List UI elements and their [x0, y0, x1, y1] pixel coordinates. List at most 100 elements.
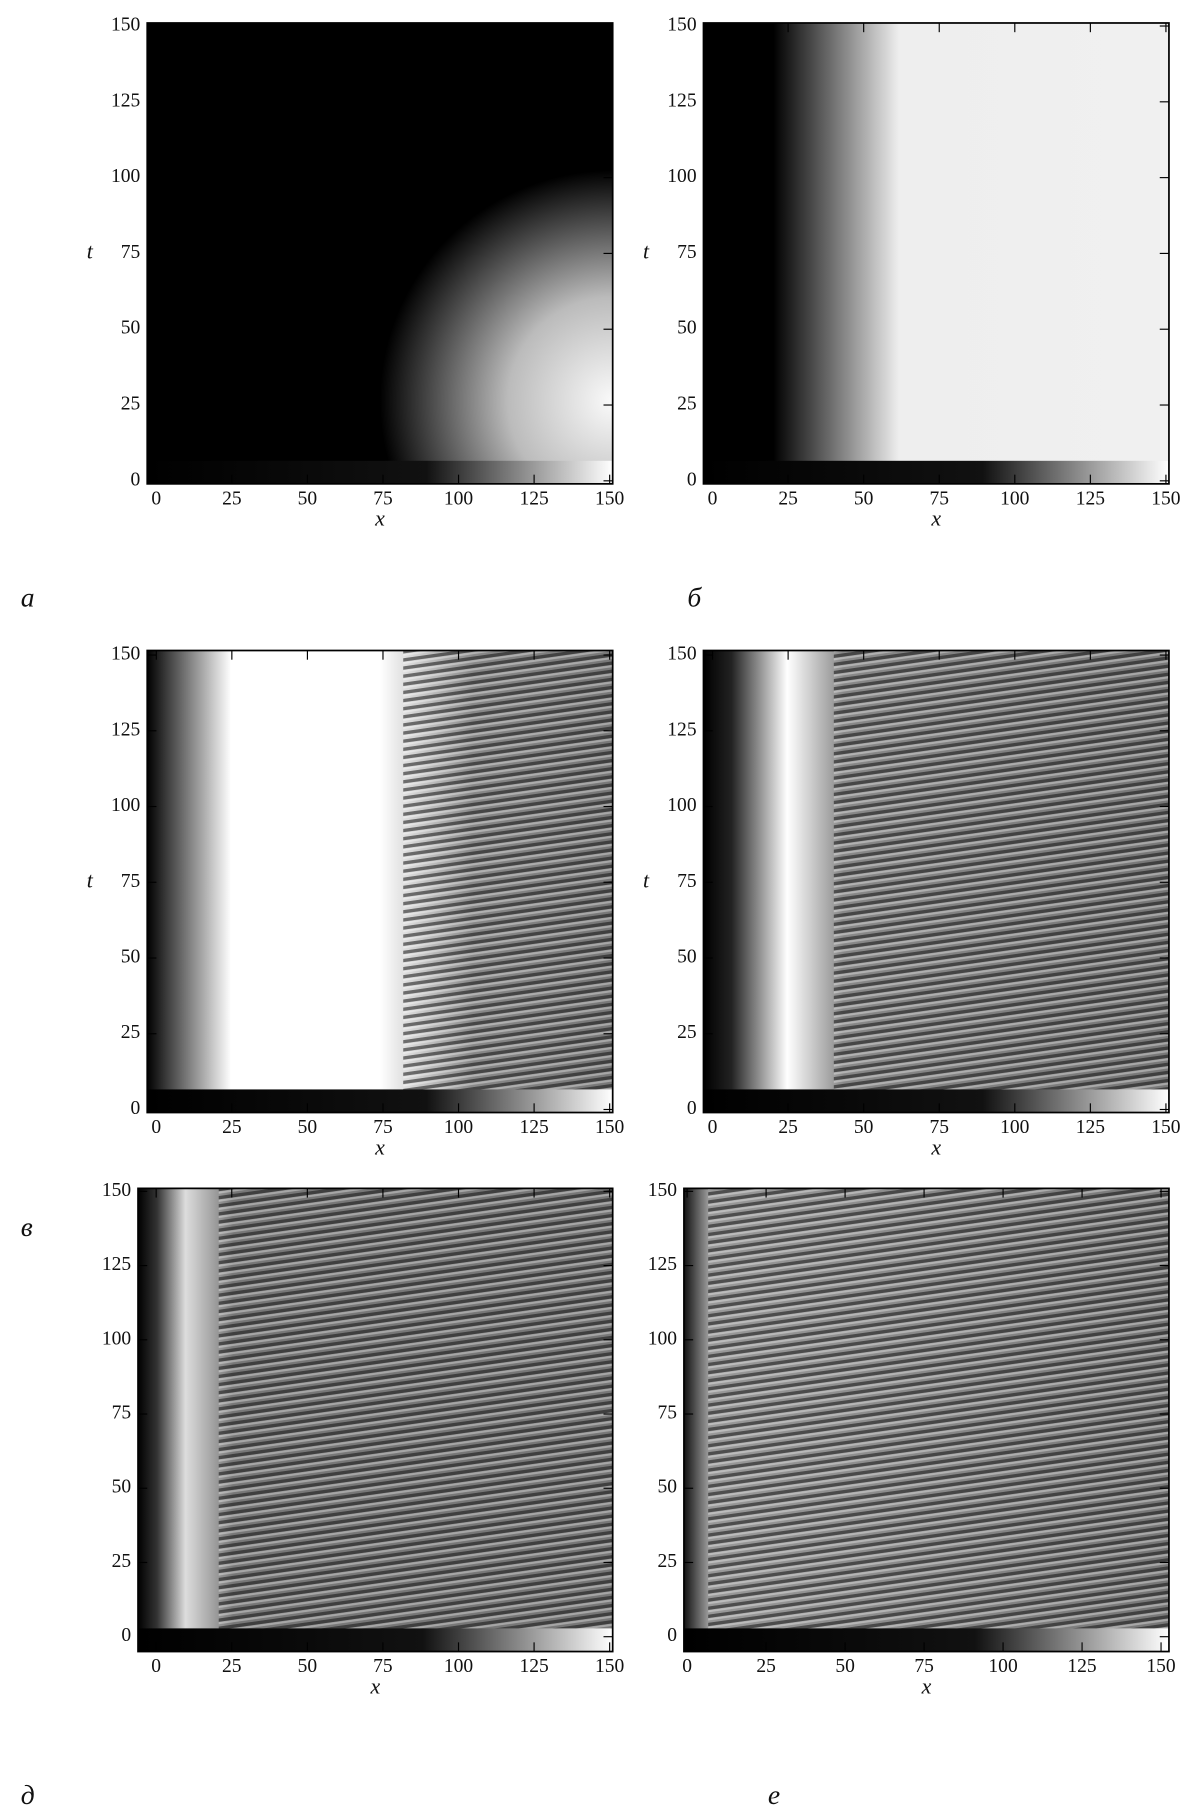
- y-tick-label: 100: [111, 166, 141, 187]
- y-axis-label: t: [87, 239, 94, 263]
- x-tick-label: 0: [708, 1117, 718, 1138]
- x-tick-label: 150: [595, 488, 625, 509]
- y-tick-label: 0: [687, 469, 697, 490]
- y-tick-label: 75: [658, 1403, 678, 1424]
- y-tick-label: 100: [667, 795, 697, 816]
- y-tick-label: 125: [667, 90, 696, 111]
- x-tick-label: 125: [519, 1117, 548, 1138]
- x-tick-label: 25: [222, 1656, 242, 1677]
- y-axis-label: t: [643, 868, 650, 892]
- panel-label: б: [687, 581, 702, 612]
- initial-layer: [147, 1089, 613, 1113]
- x-tick-label: 0: [151, 488, 161, 509]
- x-tick-label: 150: [595, 1656, 625, 1677]
- y-tick-label: 25: [677, 394, 697, 415]
- x-tick-label: 75: [929, 1117, 949, 1138]
- x-tick-label: 0: [151, 1656, 161, 1677]
- x-tick-label: 150: [1151, 1117, 1181, 1138]
- wave-texture: [833, 650, 1169, 1113]
- x-tick-label: 75: [373, 488, 393, 509]
- x-tick-label: 75: [373, 1656, 393, 1677]
- y-tick-label: 50: [677, 946, 697, 967]
- x-tick-label: 125: [1067, 1656, 1096, 1677]
- y-tick-label: 75: [121, 871, 141, 892]
- y-tick-label: 50: [658, 1477, 678, 1498]
- x-tick-label: 100: [444, 1117, 474, 1138]
- y-tick-label: 125: [648, 1254, 677, 1275]
- panel-label: д: [21, 1779, 35, 1809]
- x-tick-label: 25: [756, 1656, 776, 1677]
- x-tick-label: 50: [854, 488, 874, 509]
- density-image: [703, 22, 1169, 484]
- x-tick-label: 100: [1000, 1117, 1030, 1138]
- y-tick-label: 150: [111, 644, 141, 665]
- y-tick-label: 0: [121, 1625, 131, 1646]
- plot-frame: [146, 649, 614, 1114]
- x-tick-label: 0: [708, 488, 718, 509]
- x-tick-label: 125: [1076, 1117, 1105, 1138]
- y-tick-label: 150: [111, 15, 141, 36]
- y-tick-label: 125: [102, 1254, 131, 1275]
- x-tick-label: 50: [835, 1656, 855, 1677]
- initial-layer: [147, 460, 613, 484]
- x-axis-label: x: [930, 1135, 941, 1159]
- x-tick-label: 100: [444, 1656, 474, 1677]
- x-tick-label: 50: [298, 1656, 318, 1677]
- y-tick-label: 150: [667, 15, 697, 36]
- x-tick-label: 125: [519, 1656, 548, 1677]
- y-tick-label: 0: [131, 1098, 141, 1119]
- y-tick-label: 100: [111, 795, 141, 816]
- x-tick-label: 150: [1151, 488, 1181, 509]
- x-tick-label: 50: [298, 1117, 318, 1138]
- y-tick-label: 75: [121, 242, 141, 263]
- y-tick-label: 125: [111, 719, 140, 740]
- panel-label: е: [768, 1779, 780, 1809]
- initial-layer: [703, 1089, 1169, 1113]
- x-tick-label: 0: [682, 1656, 692, 1677]
- y-tick-label: 75: [112, 1403, 132, 1424]
- x-tick-label: 25: [222, 1117, 242, 1138]
- plot-frame: [702, 649, 1170, 1114]
- y-tick-label: 50: [112, 1477, 132, 1498]
- y-tick-label: 25: [112, 1551, 132, 1572]
- x-tick-label: 75: [373, 1117, 393, 1138]
- wave-texture: [403, 650, 613, 1113]
- x-tick-label: 50: [854, 1117, 874, 1138]
- y-tick-label: 0: [667, 1625, 677, 1646]
- y-tick-label: 50: [677, 318, 697, 339]
- y-tick-label: 150: [648, 1180, 678, 1201]
- y-tick-label: 25: [121, 1022, 141, 1043]
- initial-layer: [683, 1628, 1169, 1652]
- x-tick-label: 0: [151, 1117, 161, 1138]
- panel-label: в: [21, 1211, 33, 1242]
- y-tick-label: 25: [677, 1022, 697, 1043]
- y-tick-label: 25: [658, 1551, 678, 1572]
- y-tick-label: 125: [111, 90, 140, 111]
- y-axis-label: t: [87, 868, 94, 892]
- y-tick-label: 150: [667, 644, 697, 665]
- x-axis-label: x: [370, 1674, 381, 1698]
- x-tick-label: 125: [1076, 488, 1105, 509]
- x-tick-label: 75: [914, 1656, 934, 1677]
- y-tick-label: 125: [667, 719, 696, 740]
- y-tick-label: 100: [667, 166, 697, 187]
- y-tick-label: 25: [121, 394, 141, 415]
- y-tick-label: 50: [121, 946, 141, 967]
- initial-layer: [138, 1628, 613, 1652]
- wave-texture: [218, 1188, 613, 1652]
- x-tick-label: 25: [778, 1117, 798, 1138]
- y-axis-label: t: [643, 239, 650, 263]
- y-tick-label: 150: [102, 1180, 132, 1201]
- x-axis-label: x: [374, 507, 385, 531]
- wave-texture: [708, 1188, 1169, 1652]
- x-tick-label: 100: [1000, 488, 1030, 509]
- x-tick-label: 75: [929, 488, 949, 509]
- y-tick-label: 0: [131, 469, 141, 490]
- x-tick-label: 100: [988, 1656, 1018, 1677]
- x-tick-label: 100: [444, 488, 474, 509]
- x-tick-label: 50: [298, 488, 318, 509]
- y-tick-label: 50: [121, 318, 141, 339]
- y-tick-label: 100: [102, 1328, 132, 1349]
- x-axis-label: x: [374, 1135, 385, 1159]
